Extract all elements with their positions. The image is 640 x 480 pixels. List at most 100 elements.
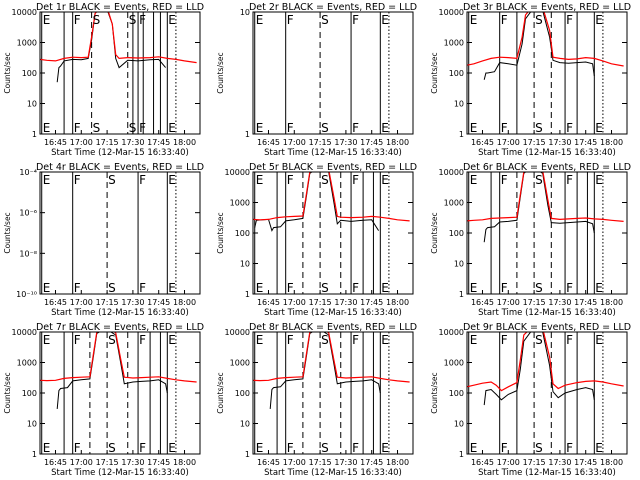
marker-label: F bbox=[501, 281, 508, 295]
plot-area bbox=[41, 172, 177, 294]
marker-label: F bbox=[74, 441, 81, 455]
marker-label: E bbox=[470, 333, 478, 347]
marker-label: S bbox=[108, 441, 116, 455]
x-tick-label: 17:45 bbox=[574, 138, 597, 147]
y-tick-label: 100 bbox=[449, 229, 464, 238]
x-tick-label: 17:15 bbox=[523, 458, 546, 467]
plot-area bbox=[40, 12, 197, 134]
marker-label: F bbox=[352, 121, 359, 135]
y-tick-label: 100 bbox=[449, 389, 464, 398]
plot-area bbox=[467, 12, 624, 134]
x-tick-label: 17:30 bbox=[121, 458, 144, 467]
marker-label: F bbox=[566, 333, 573, 347]
y-tick-label: 10⁻⁴ bbox=[19, 168, 37, 177]
marker-label: S bbox=[535, 441, 543, 455]
x-tick-label: 16:45 bbox=[44, 138, 67, 147]
marker-label: F bbox=[352, 173, 359, 187]
panel-title: Det 4r BLACK = Events, RED = LLD bbox=[36, 162, 204, 173]
y-axis-label: Counts/sec bbox=[216, 372, 225, 413]
y-tick-label: 10 bbox=[240, 420, 250, 429]
marker-label: S bbox=[129, 121, 137, 135]
x-axis-label: Start Time (12-Mar-15 16:33:40) bbox=[51, 468, 189, 478]
y-tick-label: 1 bbox=[32, 130, 37, 139]
x-tick-label: 17:00 bbox=[70, 458, 93, 467]
x-tick-label: 17:00 bbox=[497, 458, 520, 467]
x-tick-label: 17:15 bbox=[96, 138, 119, 147]
x-tick-label: 16:45 bbox=[471, 138, 494, 147]
marker-label: S bbox=[108, 173, 116, 187]
x-tick-label: 16:45 bbox=[257, 138, 280, 147]
marker-label: F bbox=[352, 333, 359, 347]
x-tick-label: 16:45 bbox=[257, 458, 280, 467]
marker-label: S bbox=[535, 281, 543, 295]
x-tick-label: 17:30 bbox=[334, 458, 357, 467]
marker-label: E bbox=[595, 13, 603, 27]
marker-label: E bbox=[470, 121, 478, 135]
x-tick-label: 17:45 bbox=[147, 138, 170, 147]
marker-label: E bbox=[43, 333, 51, 347]
x-tick-label: 17:15 bbox=[523, 138, 546, 147]
x-tick-label: 17:30 bbox=[334, 298, 357, 307]
marker-label: F bbox=[74, 333, 81, 347]
marker-label: F bbox=[287, 121, 294, 135]
marker-label: F bbox=[287, 13, 294, 27]
x-tick-label: 17:00 bbox=[283, 138, 306, 147]
x-tick-label: 18:00 bbox=[173, 298, 196, 307]
x-tick-label: 17:30 bbox=[121, 298, 144, 307]
y-tick-label: 10 bbox=[454, 100, 464, 109]
marker-label: E bbox=[168, 281, 176, 295]
marker-label: E bbox=[381, 441, 389, 455]
x-tick-label: 16:45 bbox=[257, 298, 280, 307]
marker-label: F bbox=[501, 441, 508, 455]
y-tick-label: 10 bbox=[240, 260, 250, 269]
x-tick-label: 17:45 bbox=[574, 458, 597, 467]
x-axis-label: Start Time (12-Mar-15 16:33:40) bbox=[264, 148, 402, 158]
x-tick-label: 16:45 bbox=[471, 298, 494, 307]
y-tick-label: 1 bbox=[459, 450, 464, 459]
x-tick-label: 18:00 bbox=[386, 458, 409, 467]
x-tick-label: 17:15 bbox=[309, 138, 332, 147]
marker-label: F bbox=[74, 281, 81, 295]
y-tick-label: 10 bbox=[27, 100, 37, 109]
lld-series bbox=[467, 172, 624, 222]
marker-label: F bbox=[352, 13, 359, 27]
marker-label: E bbox=[256, 121, 264, 135]
y-tick-label: 1000 bbox=[230, 199, 250, 208]
y-tick-label: 10000 bbox=[225, 168, 250, 177]
events-series bbox=[56, 332, 168, 409]
y-tick-label: 100 bbox=[235, 389, 250, 398]
marker-label: S bbox=[321, 121, 329, 135]
lld-series bbox=[467, 332, 624, 392]
marker-label: F bbox=[352, 441, 359, 455]
marker-label: S bbox=[535, 173, 543, 187]
y-tick-label: 1000 bbox=[230, 359, 250, 368]
marker-label: S bbox=[321, 441, 329, 455]
marker-label: S bbox=[535, 333, 543, 347]
marker-label: E bbox=[470, 13, 478, 27]
y-tick-label: 10000 bbox=[439, 168, 464, 177]
y-tick-label: 10⁻⁸ bbox=[19, 249, 37, 258]
x-axis-label: Start Time (12-Mar-15 16:33:40) bbox=[51, 148, 189, 158]
panel-title: Det 2r BLACK = Events, RED = LLD bbox=[249, 2, 417, 13]
y-tick-label: 1000 bbox=[444, 39, 464, 48]
marker-label: E bbox=[595, 281, 603, 295]
y-tick-label: 1000 bbox=[17, 39, 37, 48]
lld-series bbox=[253, 332, 410, 383]
lld-series bbox=[253, 172, 410, 222]
marker-label: S bbox=[321, 13, 329, 27]
y-axis-label: Counts/sec bbox=[3, 372, 12, 413]
x-tick-label: 17:30 bbox=[548, 138, 571, 147]
marker-label: E bbox=[43, 13, 51, 27]
x-tick-label: 17:00 bbox=[283, 298, 306, 307]
y-tick-label: 1 bbox=[245, 450, 250, 459]
marker-label: E bbox=[595, 121, 603, 135]
marker-label: S bbox=[108, 333, 116, 347]
marker-label: F bbox=[139, 121, 146, 135]
x-tick-label: 17:00 bbox=[70, 298, 93, 307]
y-tick-label: 10 bbox=[27, 420, 37, 429]
marker-label: F bbox=[139, 173, 146, 187]
y-axis-label: Counts/sec bbox=[3, 52, 12, 93]
